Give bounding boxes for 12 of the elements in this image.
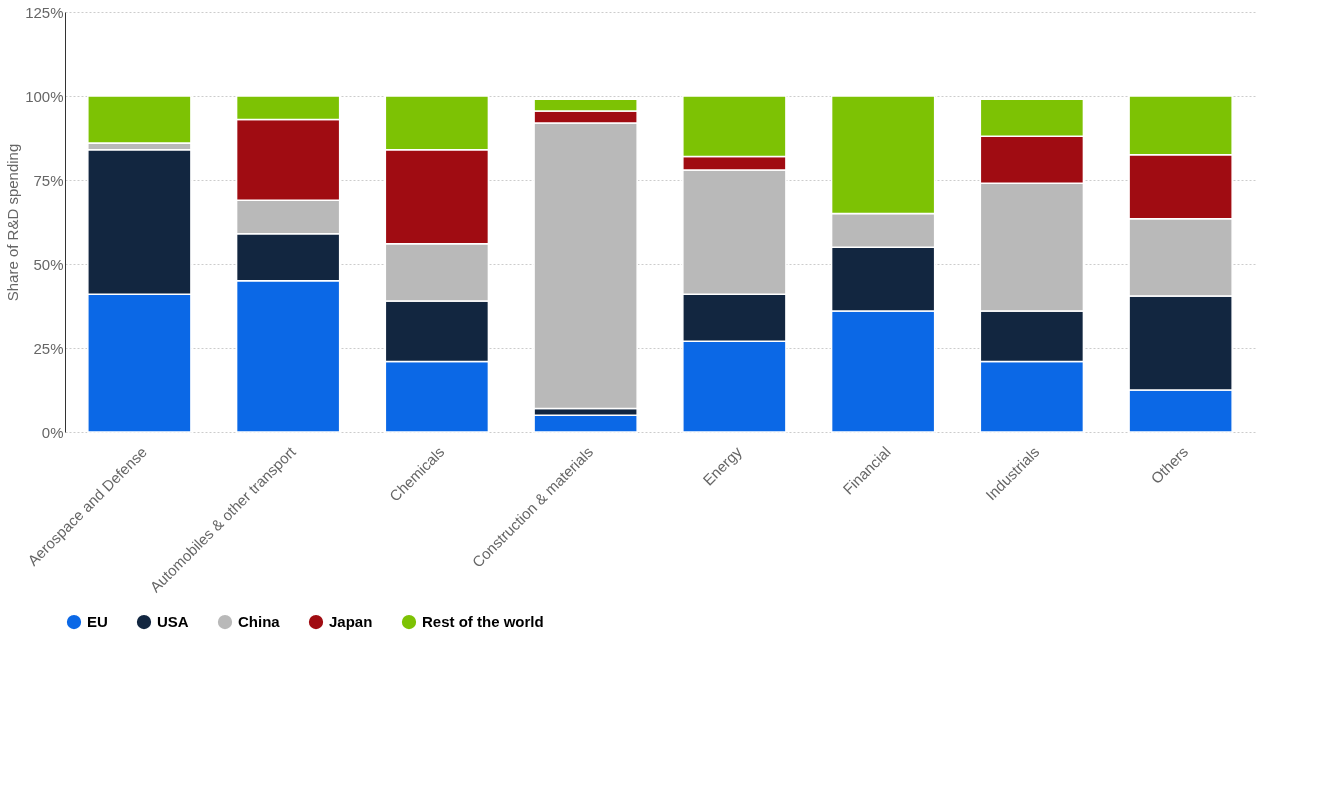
y-tick-label: 25% — [33, 339, 64, 357]
y-tick-label: 50% — [33, 255, 64, 273]
legend-label: USA — [157, 613, 189, 631]
y-tick-label: 0% — [41, 423, 64, 441]
y-tick-label: 75% — [33, 171, 64, 189]
legend-label: Japan — [329, 613, 373, 631]
y-axis-title: Share of R&D spending — [4, 143, 22, 302]
y-tick-label: 100% — [25, 87, 64, 105]
legend-label: China — [238, 613, 281, 631]
legend-label: Rest of the world — [422, 613, 544, 631]
y-tick-label: 125% — [25, 3, 64, 21]
legend-label: EU — [87, 613, 108, 631]
